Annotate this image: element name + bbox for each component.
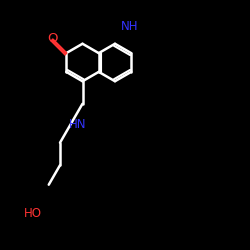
Text: HN: HN (69, 118, 86, 132)
Text: O: O (47, 32, 58, 45)
Text: HO: HO (24, 207, 42, 220)
Text: NH: NH (121, 20, 139, 33)
